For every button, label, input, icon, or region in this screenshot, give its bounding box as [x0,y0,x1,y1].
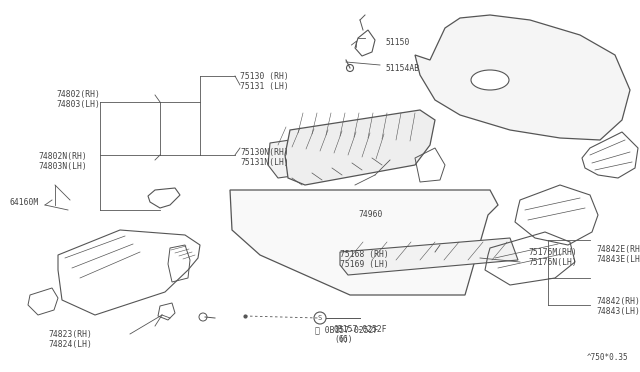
Polygon shape [340,238,518,275]
Text: 75176M(RH)
75176N(LH): 75176M(RH) 75176N(LH) [528,248,577,267]
Text: 75130N(RH)
75131N(LH): 75130N(RH) 75131N(LH) [240,148,289,167]
Polygon shape [285,110,435,185]
Text: 75168 (RH)
75169 (LH): 75168 (RH) 75169 (LH) [340,250,388,269]
Text: S: S [318,315,322,321]
Text: 51154AB: 51154AB [385,64,419,73]
Text: 51150: 51150 [385,38,410,47]
Text: Ⓢ 0B157-0252F: Ⓢ 0B157-0252F [315,325,378,334]
Polygon shape [268,125,400,178]
Text: 74842(RH)
74843(LH): 74842(RH) 74843(LH) [596,297,640,317]
Text: 74802(RH)
74803(LH): 74802(RH) 74803(LH) [56,90,100,109]
Text: 64160M: 64160M [10,198,39,207]
Polygon shape [415,15,630,140]
Text: 74842E(RH)
74843E(LH): 74842E(RH) 74843E(LH) [596,245,640,264]
Text: ^750*0.35: ^750*0.35 [586,353,628,362]
Polygon shape [230,190,498,295]
Text: 75130 (RH)
75131 (LH): 75130 (RH) 75131 (LH) [240,72,289,92]
Text: 74823(RH)
74824(LH): 74823(RH) 74824(LH) [48,330,92,349]
Ellipse shape [471,70,509,90]
Text: (6): (6) [338,335,353,344]
Text: 0B157-0252F
(6): 0B157-0252F (6) [334,325,388,344]
Text: 74802N(RH)
74803N(LH): 74802N(RH) 74803N(LH) [38,152,87,171]
Text: 74960: 74960 [358,210,382,219]
